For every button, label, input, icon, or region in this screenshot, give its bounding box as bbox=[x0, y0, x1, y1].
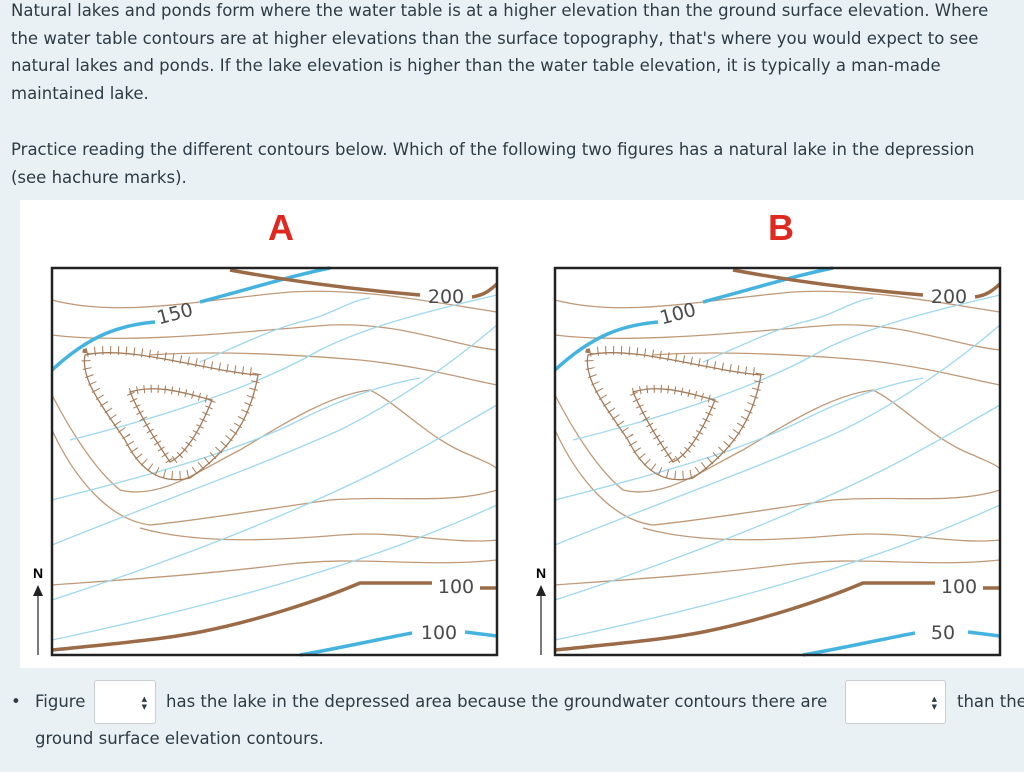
bullet: • bbox=[11, 692, 21, 711]
figure-label: B bbox=[768, 207, 794, 248]
contour-label: 50 bbox=[931, 622, 955, 644]
north-label: N bbox=[536, 565, 546, 581]
instruction-paragraph: Practice reading the different contours … bbox=[11, 140, 975, 187]
map-contours bbox=[50, 266, 499, 657]
question-text: Figure bbox=[35, 692, 86, 711]
intro-paragraph: Natural lakes and ponds form where the w… bbox=[11, 1, 989, 103]
contour-label: 100 bbox=[421, 622, 457, 644]
figure-a bbox=[33, 266, 499, 657]
figure-label: A bbox=[268, 207, 294, 248]
contour-figures: A N 150 200 100 100 B N 100 200 100 50 bbox=[20, 200, 1024, 668]
comparison-dropdown[interactable]: ▲ ▼ bbox=[845, 680, 946, 724]
north-label: N bbox=[33, 565, 43, 581]
question-text: than the bbox=[957, 692, 1024, 711]
contour-label: 100 bbox=[941, 576, 977, 598]
north-arrow-head bbox=[33, 585, 43, 596]
contour-label: 100 bbox=[438, 576, 474, 598]
contour-label: 200 bbox=[428, 286, 464, 308]
figure-dropdown[interactable]: ▲ ▼ bbox=[94, 680, 156, 724]
question-text: ground surface elevation contours. bbox=[35, 729, 324, 748]
contour-label: 200 bbox=[931, 286, 967, 308]
map-frame bbox=[50, 266, 499, 657]
question-text: has the lake in the depressed area becau… bbox=[166, 692, 828, 711]
figure-panel bbox=[20, 200, 1024, 668]
